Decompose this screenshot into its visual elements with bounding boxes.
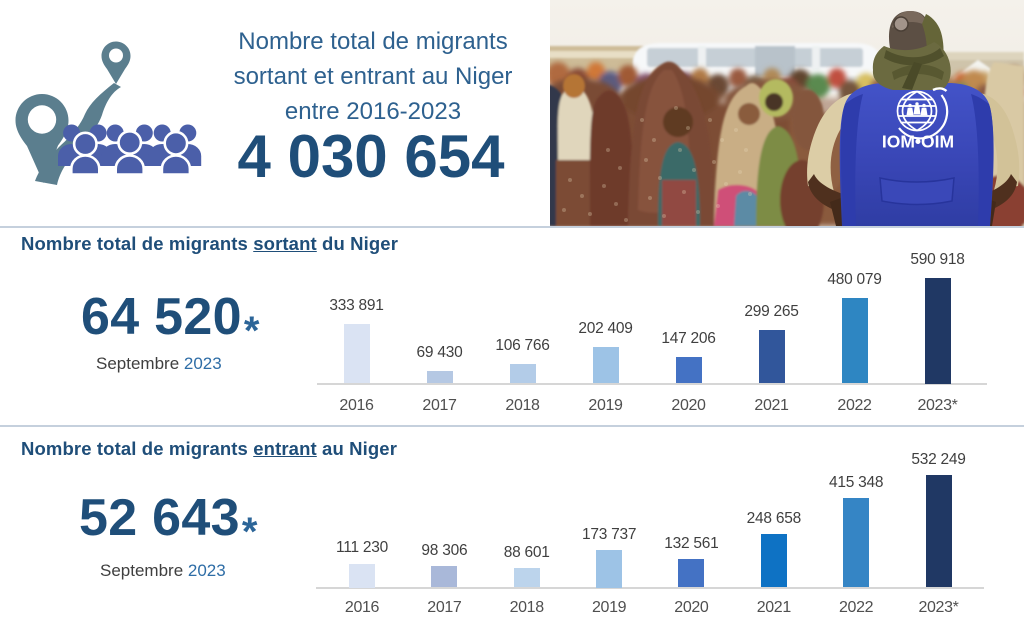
svg-text:IOM•OIM: IOM•OIM bbox=[882, 132, 954, 152]
